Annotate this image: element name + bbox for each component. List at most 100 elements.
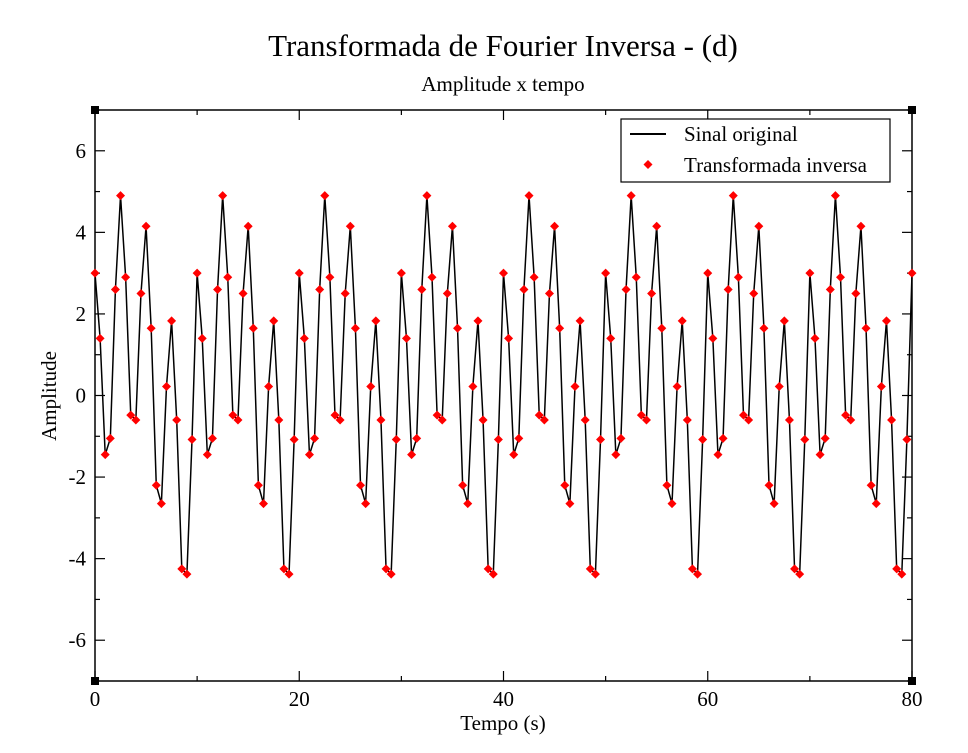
data-point-transformada-inversa	[264, 382, 274, 392]
data-point-transformada-inversa	[427, 272, 437, 282]
data-point-transformada-inversa	[677, 316, 687, 326]
data-point-transformada-inversa	[846, 415, 856, 425]
data-point-transformada-inversa	[601, 268, 611, 278]
data-point-transformada-inversa	[851, 289, 861, 299]
data-point-transformada-inversa	[779, 316, 789, 326]
data-point-transformada-inversa	[366, 382, 376, 392]
data-point-transformada-inversa	[422, 191, 432, 201]
data-point-transformada-inversa	[728, 191, 738, 201]
x-tick-label: 60	[697, 687, 718, 711]
data-point-transformada-inversa	[514, 433, 524, 443]
data-point-transformada-inversa	[585, 564, 595, 574]
x-axis-label: Tempo (s)	[460, 711, 545, 735]
data-point-transformada-inversa	[856, 221, 866, 231]
x-tick-label: 40	[493, 687, 514, 711]
data-point-transformada-inversa	[565, 499, 575, 509]
data-point-transformada-inversa	[437, 415, 447, 425]
data-point-transformada-inversa	[274, 415, 284, 425]
data-point-transformada-inversa	[299, 333, 309, 343]
y-tick-label: -2	[69, 465, 87, 489]
data-point-transformada-inversa	[136, 289, 146, 299]
data-point-transformada-inversa	[488, 569, 498, 579]
plot-frame	[94, 109, 913, 682]
data-point-transformada-inversa	[396, 268, 406, 278]
data-point-transformada-inversa	[493, 435, 503, 445]
data-point-transformada-inversa	[126, 410, 136, 420]
data-point-transformada-inversa	[744, 415, 754, 425]
series-layer	[90, 191, 917, 579]
data-point-transformada-inversa	[315, 284, 325, 294]
data-point-transformada-inversa	[100, 450, 110, 460]
data-point-transformada-inversa	[713, 450, 723, 460]
legend-label-original: Sinal original	[684, 122, 798, 146]
chart-subtitle: Amplitude x tempo	[421, 72, 584, 96]
y-tick-label: 4	[76, 220, 87, 244]
data-point-transformada-inversa	[529, 272, 539, 282]
data-point-transformada-inversa	[294, 268, 304, 278]
data-point-transformada-inversa	[631, 272, 641, 282]
data-point-transformada-inversa	[795, 569, 805, 579]
data-point-transformada-inversa	[830, 191, 840, 201]
data-point-transformada-inversa	[784, 415, 794, 425]
data-point-transformada-inversa	[647, 289, 657, 299]
data-point-transformada-inversa	[524, 191, 534, 201]
data-point-transformada-inversa	[703, 268, 713, 278]
data-point-transformada-inversa	[504, 333, 514, 343]
data-point-transformada-inversa	[442, 289, 452, 299]
data-point-transformada-inversa	[881, 316, 891, 326]
data-point-transformada-inversa	[887, 415, 897, 425]
data-point-transformada-inversa	[708, 333, 718, 343]
data-point-transformada-inversa	[800, 435, 810, 445]
data-point-transformada-inversa	[611, 450, 621, 460]
data-point-transformada-inversa	[458, 480, 468, 490]
data-point-transformada-inversa	[223, 272, 233, 282]
data-point-transformada-inversa	[146, 323, 156, 333]
data-point-transformada-inversa	[376, 415, 386, 425]
data-point-transformada-inversa	[412, 433, 422, 443]
data-point-transformada-inversa	[733, 272, 743, 282]
data-point-transformada-inversa	[682, 415, 692, 425]
data-point-transformada-inversa	[335, 415, 345, 425]
data-point-transformada-inversa	[866, 480, 876, 490]
data-point-transformada-inversa	[407, 450, 417, 460]
data-point-transformada-inversa	[805, 268, 815, 278]
data-point-transformada-inversa	[468, 382, 478, 392]
data-point-transformada-inversa	[345, 221, 355, 231]
data-point-transformada-inversa	[320, 191, 330, 201]
data-point-transformada-inversa	[177, 564, 187, 574]
corner-handle-bottom-right	[908, 677, 916, 685]
data-point-transformada-inversa	[672, 382, 682, 392]
series-line-sinal-original	[94, 195, 913, 576]
data-point-transformada-inversa	[207, 433, 217, 443]
data-point-transformada-inversa	[269, 316, 279, 326]
data-point-transformada-inversa	[197, 333, 207, 343]
data-point-transformada-inversa	[233, 415, 243, 425]
data-point-transformada-inversa	[172, 415, 182, 425]
data-point-transformada-inversa	[187, 435, 197, 445]
x-tick-label: 20	[289, 687, 310, 711]
data-point-transformada-inversa	[555, 323, 565, 333]
data-point-transformada-inversa	[243, 221, 253, 231]
data-point-transformada-inversa	[310, 433, 320, 443]
data-point-transformada-inversa	[499, 268, 508, 278]
data-point-transformada-inversa	[657, 323, 667, 333]
y-tick-label: 0	[76, 384, 87, 408]
data-point-transformada-inversa	[841, 410, 851, 420]
data-point-transformada-inversa	[606, 333, 616, 343]
data-point-transformada-inversa	[131, 415, 141, 425]
data-point-transformada-inversa	[463, 499, 473, 509]
data-point-transformada-inversa	[361, 499, 371, 509]
data-point-transformada-inversa	[248, 323, 258, 333]
data-point-transformada-inversa	[580, 415, 590, 425]
y-axis-label: Amplitude	[37, 351, 61, 441]
data-point-transformada-inversa	[110, 284, 120, 294]
data-point-transformada-inversa	[121, 272, 131, 282]
data-point-transformada-inversa	[156, 499, 166, 509]
data-point-transformada-inversa	[754, 221, 764, 231]
x-tick-label: 80	[902, 687, 923, 711]
data-point-transformada-inversa	[693, 569, 703, 579]
data-point-transformada-inversa	[432, 410, 442, 420]
data-point-transformada-inversa	[330, 410, 340, 420]
data-point-transformada-inversa	[105, 433, 115, 443]
